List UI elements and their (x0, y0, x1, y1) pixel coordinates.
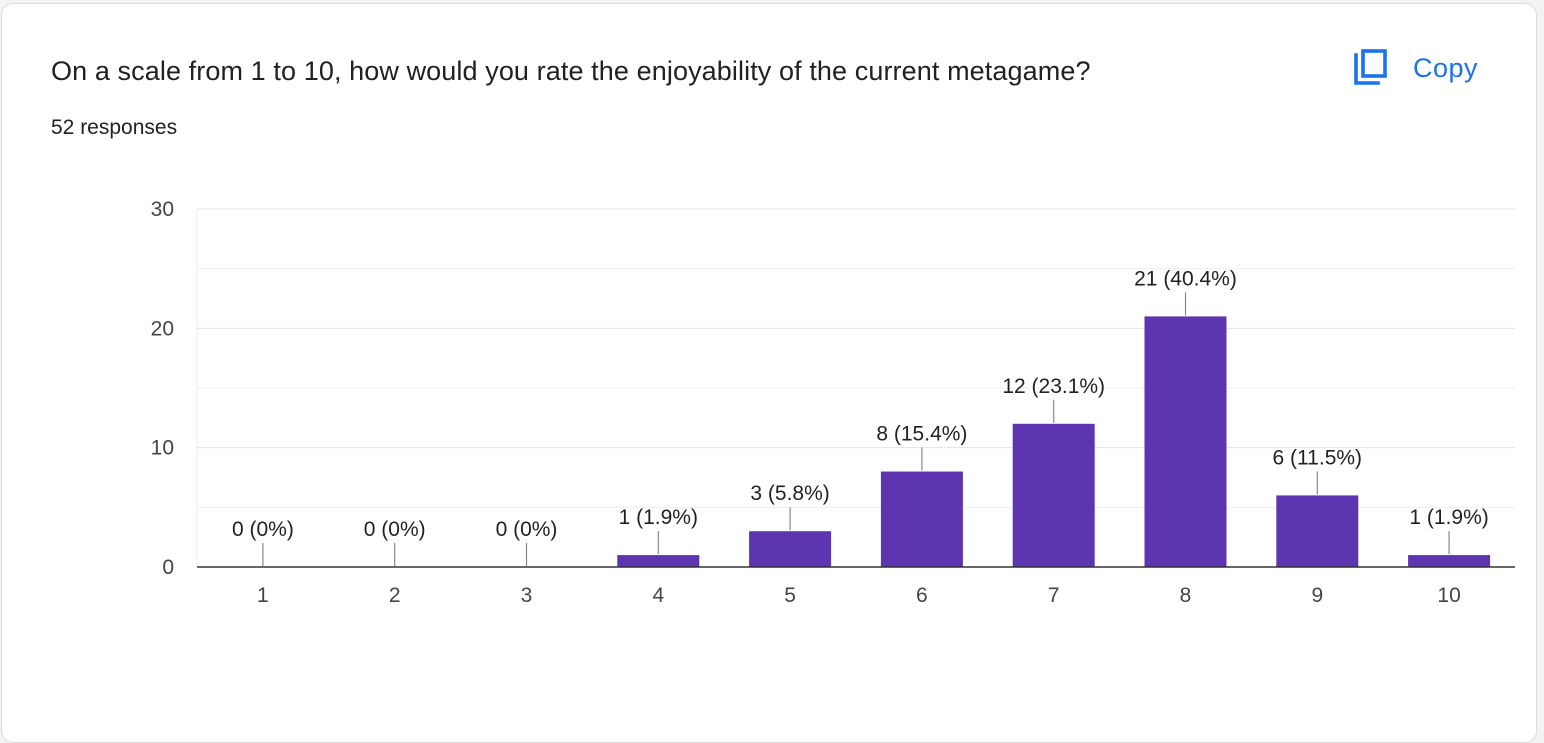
x-tick-label: 9 (1311, 584, 1323, 607)
y-tick-label: 0 (162, 556, 174, 579)
x-tick-label: 6 (916, 584, 928, 607)
bar (1144, 316, 1227, 567)
question-title: On a scale from 1 to 10, how would you r… (51, 56, 1091, 86)
data-label: 0 (0%) (496, 518, 558, 541)
bar-chart: 0 10 20 30 0 (0%) 1 0 (0%) 2 0 (0%) 3 1 (1.9%) 4 3 (… (151, 198, 1515, 607)
x-tick-label: 4 (652, 584, 664, 607)
y-tick-label: 30 (151, 198, 174, 221)
data-label: 8 (15.4%) (876, 423, 967, 446)
data-label: 12 (23.1%) (1002, 375, 1105, 398)
x-tick-label: 5 (784, 584, 796, 607)
data-label: 3 (5.8%) (750, 482, 829, 505)
data-label: 1 (1.9%) (619, 506, 698, 529)
x-tick-label: 8 (1180, 584, 1192, 607)
x-tick-label: 10 (1437, 584, 1460, 607)
x-tick-label: 7 (1048, 584, 1060, 607)
data-label: 21 (40.4%) (1134, 267, 1237, 290)
y-tick-label: 10 (151, 437, 174, 460)
copy-button[interactable]: Copy (1351, 46, 1478, 90)
data-label: 0 (0%) (364, 518, 426, 541)
data-label: 6 (11.5%) (1273, 446, 1363, 469)
x-tick-label: 1 (257, 584, 269, 607)
bar (1276, 495, 1359, 567)
bar (1012, 423, 1095, 567)
data-label: 0 (0%) (232, 518, 294, 541)
bar (1408, 555, 1491, 567)
question-card: On a scale from 1 to 10, how would you r… (1, 3, 1537, 743)
bar (749, 531, 832, 567)
data-label: 1 (1.9%) (1409, 506, 1488, 529)
x-tick-label: 3 (521, 584, 533, 607)
copy-label: Copy (1413, 52, 1479, 83)
x-tick-label: 2 (389, 584, 401, 607)
response-count: 52 responses (51, 116, 178, 139)
bar (617, 555, 700, 567)
copy-icon (1354, 49, 1387, 85)
bar (880, 471, 963, 567)
y-tick-label: 20 (151, 317, 174, 340)
